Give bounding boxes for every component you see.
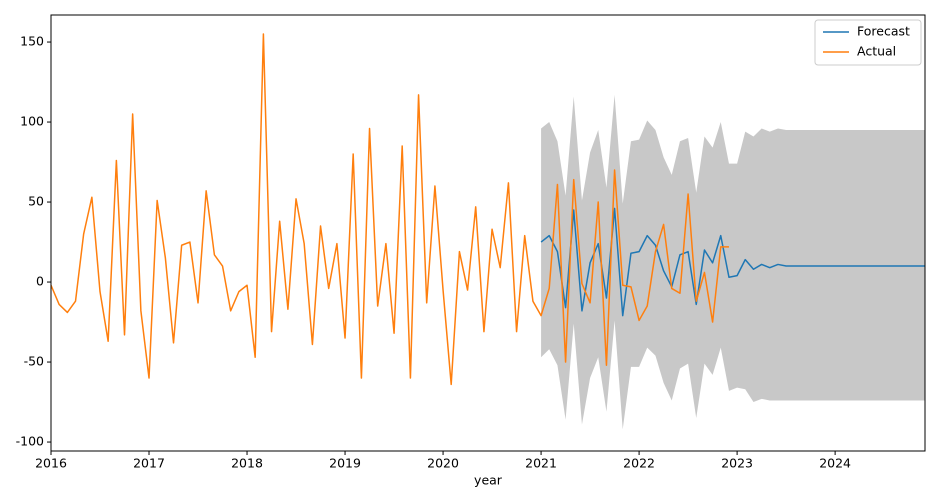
x-tick-label: 2016 — [35, 456, 67, 471]
series-line — [51, 33, 729, 386]
y-tick-label: 100 — [20, 114, 44, 129]
legend-label: Actual — [857, 44, 896, 59]
y-tick-label: -100 — [16, 434, 44, 449]
x-tick-label: 2021 — [525, 456, 557, 471]
plot-frame — [50, 14, 926, 452]
x-tick-label: 2023 — [721, 456, 753, 471]
x-tick-label: 2018 — [231, 456, 263, 471]
plot-area — [51, 33, 925, 430]
x-tick-label: 2020 — [427, 456, 459, 471]
x-tick-label: 2024 — [819, 456, 851, 471]
y-tick-label: 0 — [36, 274, 44, 289]
y-tick-label: 150 — [20, 34, 44, 49]
x-tick-label: 2022 — [623, 456, 655, 471]
series-line — [540, 207, 925, 317]
x-tick-label: 2017 — [133, 456, 165, 471]
y-tick-label: -50 — [24, 354, 44, 369]
x-axis-label: year — [474, 473, 503, 488]
confidence-band — [541, 94, 925, 430]
legend-label: Forecast — [857, 24, 910, 39]
x-tick-label: 2019 — [329, 456, 361, 471]
y-tick-label: 50 — [28, 194, 44, 209]
